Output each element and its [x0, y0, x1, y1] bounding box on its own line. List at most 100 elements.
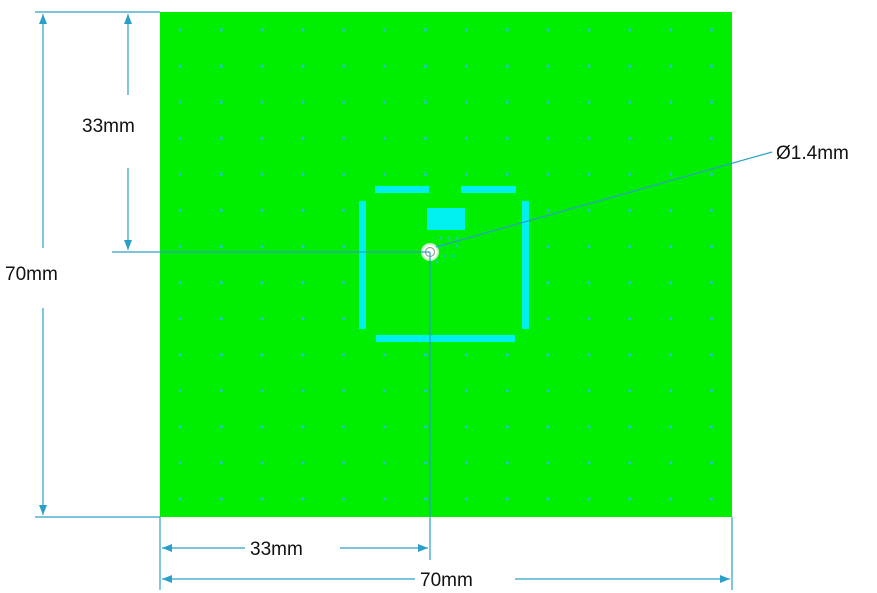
via-dot [669, 64, 673, 68]
feed-via [447, 236, 451, 240]
via-dot [342, 353, 346, 357]
via-dot [464, 353, 468, 357]
dimension-lines [35, 11, 773, 590]
via-dot [260, 136, 264, 140]
via-dot [260, 425, 264, 429]
via-dot [342, 425, 346, 429]
via-dot [342, 280, 346, 285]
via-dot [260, 389, 264, 393]
via-dot [178, 28, 182, 32]
via-dot [178, 64, 182, 68]
via-dot [669, 28, 673, 32]
via-dot [628, 389, 632, 393]
via-dot [424, 100, 428, 104]
arrow-v33-bottom [124, 240, 132, 250]
via-dot [464, 172, 468, 176]
via-dot [342, 461, 346, 465]
via-dot [505, 136, 509, 140]
via-dot [710, 208, 714, 212]
via-dot [178, 317, 182, 321]
via-dot [628, 497, 632, 501]
via-dot [628, 244, 632, 249]
via-dot [587, 208, 591, 212]
via-dot [301, 353, 305, 357]
via-dot [628, 461, 632, 465]
via-dot [301, 461, 305, 465]
via-dot [628, 280, 632, 285]
via-dot [383, 461, 387, 465]
via-dot [178, 497, 182, 501]
via-dot [342, 389, 346, 393]
via-dot [546, 461, 550, 465]
via-dot [587, 425, 591, 429]
via-dot [301, 172, 305, 176]
via-dot [628, 425, 632, 429]
via-dot [669, 280, 673, 285]
via-dot [710, 64, 714, 68]
via-dot [628, 28, 632, 32]
via-dot [383, 100, 387, 104]
via-dot [178, 389, 182, 393]
via-dot [178, 172, 182, 176]
via-dot [219, 317, 223, 321]
via-dot [546, 425, 550, 429]
arrow-h33-right [418, 544, 428, 552]
via-dot [260, 172, 264, 176]
via-dot [301, 64, 305, 68]
via-dot [219, 425, 223, 429]
via-dot [301, 136, 305, 140]
via-dot [178, 208, 182, 212]
via-dot [587, 280, 591, 285]
via-dot [383, 497, 387, 501]
via-dot [260, 353, 264, 357]
dim-label-vertical-33: 33mm [82, 116, 135, 137]
via-dot [587, 172, 591, 176]
via-dot [219, 461, 223, 465]
via-dot [342, 172, 346, 176]
via-dot [710, 280, 714, 285]
via-dot [669, 317, 673, 321]
via-dot [342, 497, 346, 501]
via-dot [587, 28, 591, 32]
via-dot [546, 172, 550, 176]
via-dot [505, 28, 509, 32]
via-dot [669, 461, 673, 465]
via-dot [424, 172, 428, 176]
via-dot [587, 136, 591, 140]
via-dot [587, 389, 591, 393]
via-dot [219, 100, 223, 104]
via-dot [383, 136, 387, 140]
dim-label-horizontal-70: 70mm [420, 570, 473, 591]
via-dot [710, 389, 714, 393]
via-dot [464, 389, 468, 393]
via-dot [301, 425, 305, 429]
via-dot [628, 100, 632, 104]
via-dot [669, 100, 673, 104]
via-dot [383, 28, 387, 32]
via-dot [710, 425, 714, 429]
feed-via [435, 260, 439, 264]
via-dot [342, 64, 346, 68]
slot-structure [359, 186, 529, 342]
via-dot [505, 64, 509, 68]
via-grid [178, 28, 714, 501]
via-dot [464, 497, 468, 501]
via-dot [546, 136, 550, 140]
via-dot [260, 317, 264, 321]
via-dot [383, 353, 387, 357]
dim-label-diameter: Ø1.4mm [776, 143, 849, 164]
via-dot [546, 208, 550, 212]
via-dot [669, 172, 673, 176]
via-dot [424, 425, 428, 429]
arrow-h33-left [162, 544, 172, 552]
via-dot [342, 136, 346, 140]
via-dot [219, 353, 223, 357]
via-dot [669, 497, 673, 501]
via-dot [669, 208, 673, 212]
via-dot [178, 100, 182, 104]
via-dot [628, 64, 632, 68]
feed-via [443, 254, 447, 258]
via-dot [669, 353, 673, 357]
via-dot [628, 353, 632, 357]
via-dot [219, 136, 223, 140]
